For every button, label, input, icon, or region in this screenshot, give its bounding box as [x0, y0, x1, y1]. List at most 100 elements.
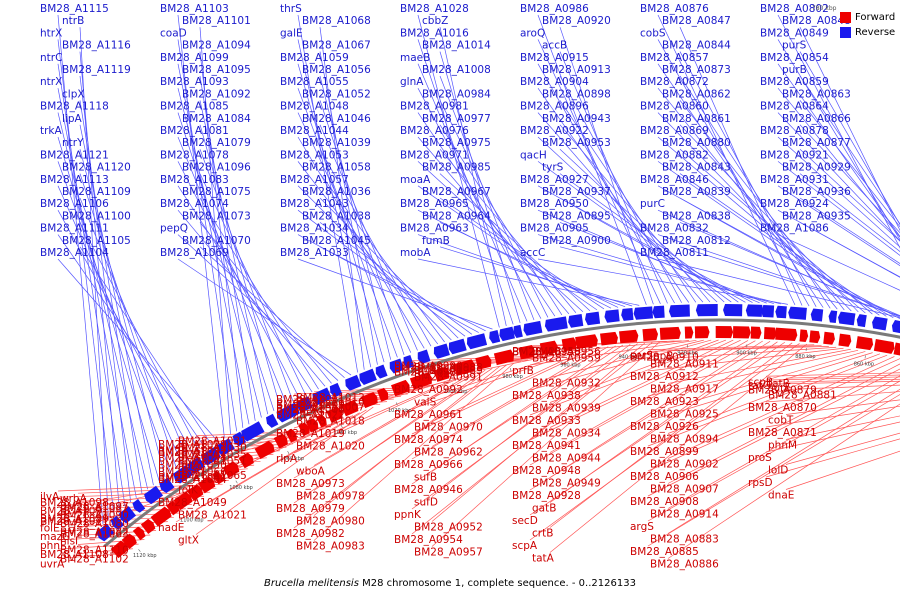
reverse-gene-arrow [891, 319, 900, 334]
figure-caption: Brucella melitensis M28 chromosome 1, co… [0, 578, 900, 589]
forward-leader-line [647, 354, 888, 447]
reverse-leader-line [57, 258, 219, 443]
scale-tick-label: 960 kbp [560, 362, 580, 368]
reverse-gene-label: BM28_A0832 [640, 223, 709, 235]
forward-gene-arrow [150, 506, 172, 527]
forward-gene-label: lppB [650, 351, 673, 363]
reverse-leader-line [297, 88, 398, 358]
forward-gene-label: BM28_A1012 [296, 392, 365, 404]
reverse-gene-label: BM28_A0860 [640, 101, 709, 113]
reverse-gene-arrow [389, 358, 405, 374]
reverse-leader-line [657, 63, 824, 308]
reverse-leader-line [199, 246, 345, 379]
reverse-gene-label: BM28_A0880 [662, 137, 731, 149]
reverse-gene-arrow [745, 304, 763, 317]
forward-gene-label: BM28_A0956 [532, 346, 601, 358]
forward-gene-arrow [763, 327, 777, 340]
forward-gene-label: BM28_A0881 [768, 390, 837, 402]
forward-leader-line [785, 374, 900, 379]
reverse-gene-label: BM28_A1109 [62, 186, 131, 198]
forward-gene-label: BM28_A0966 [394, 459, 463, 471]
reverse-gene-label: BM28_A1074 [160, 198, 229, 210]
forward-gene-label: folK [178, 485, 199, 497]
forward-gene-label: BM28_A1091 [40, 505, 109, 517]
reverse-gene-label: BM28_A1075 [182, 186, 251, 198]
forward-gene-label: BM28_A0925 [650, 409, 719, 421]
forward-gene-label: uvrA [40, 558, 65, 570]
reverse-gene-label: BM28_A0905 [520, 223, 589, 235]
reverse-gene-label: BM28_A0975 [422, 137, 491, 149]
forward-leader-line [411, 346, 609, 460]
reverse-leader-line [657, 39, 810, 307]
reverse-leader-line [57, 39, 115, 516]
reverse-leader-line [657, 112, 852, 312]
forward-leader-line [175, 409, 367, 523]
reverse-gene-label: BM28_A0811 [640, 247, 709, 259]
reverse-leader-line [177, 88, 262, 418]
reverse-leader-line [679, 197, 900, 320]
reverse-leader-line [559, 100, 697, 303]
forward-gene-label: hisI [60, 535, 78, 547]
reverse-gene-label: BM28_A0943 [542, 113, 611, 125]
reverse-leader-line [297, 161, 439, 345]
forward-gene-arrow [539, 340, 558, 356]
forward-gene-arrow [212, 471, 224, 485]
forward-leader-line [667, 345, 822, 351]
reverse-leader-line [79, 124, 154, 486]
forward-gene-arrow [186, 484, 204, 501]
reverse-gene-arrow [232, 431, 247, 447]
reverse-gene-label: purC [640, 198, 665, 210]
forward-gene-label: BM28_A0911 [650, 359, 719, 371]
reverse-leader-line [799, 75, 900, 225]
reverse-leader-line [777, 112, 900, 242]
reverse-gene-label: BM28_A1034 [280, 223, 349, 235]
forward-leader-line [765, 391, 900, 403]
scale-tick [287, 451, 290, 454]
reverse-gene-label: BM28_A0896 [520, 101, 589, 113]
forward-gene-label: BM28_A0914 [650, 509, 719, 521]
forward-leader-line [313, 377, 457, 441]
reverse-gene-label: BM28_A0963 [400, 223, 469, 235]
legend-reverse-label: Reverse [855, 26, 896, 38]
forward-gene-label: BM28_A0991 [414, 372, 483, 384]
forward-gene-arrow [493, 349, 515, 366]
reverse-gene-arrow [216, 438, 235, 456]
gene-labels: BM28_A1115ntrBhtrXBM28_A1116ntrCBM28_A11… [40, 3, 851, 571]
forward-leader-line [195, 406, 374, 535]
reverse-gene-arrow [359, 368, 377, 385]
forward-gene-arrow [518, 344, 535, 360]
reverse-gene-arrow [110, 515, 125, 530]
reverse-gene-label: BM28_A0873 [662, 64, 731, 76]
forward-gene-label: nadE [158, 522, 184, 534]
legend-scale-label: 780 kbp [812, 5, 837, 12]
scale-tick [235, 480, 238, 484]
reverse-gene-label: BM28_A1086 [760, 223, 829, 235]
reverse-gene-arrow [201, 446, 221, 466]
forward-leader-line [431, 351, 572, 397]
reverse-gene-arrow [466, 333, 488, 350]
forward-gene-arrow [298, 422, 310, 437]
reverse-gene-label: BM28_A0854 [760, 52, 829, 64]
forward-gene-label: wrbA [60, 493, 88, 505]
forward-gene-label: BM28_A0934 [532, 428, 601, 440]
reverse-leader-line [417, 185, 598, 311]
forward-leader-line [785, 384, 900, 390]
reverse-gene-label: BM28_A1101 [182, 15, 251, 27]
reverse-gene-label: BM28_A0922 [520, 125, 589, 137]
reverse-gene-label: BM28_A0915 [520, 52, 589, 64]
forward-gene-label: BM28_A0982 [276, 528, 345, 540]
reverse-gene-label: ntrX [40, 76, 62, 88]
reverse-leader-line [657, 136, 866, 314]
forward-gene-label: BM28_A1066 [158, 466, 227, 478]
reverse-gene-label: BM28_A0924 [760, 198, 829, 210]
reverse-leader-line [777, 234, 900, 291]
reverse-gene-label: fumB [422, 235, 450, 247]
reverse-gene-arrow [604, 309, 620, 323]
reverse-gene-label: BM28_A0921 [760, 149, 829, 161]
reverse-leader-line [537, 161, 732, 303]
reverse-gene-label: BM28_A1043 [280, 198, 349, 210]
forward-leader-line [195, 412, 360, 510]
forward-gene-label: BM28_A1110 [60, 545, 129, 557]
reverse-gene-arrow [856, 314, 867, 328]
forward-gene-label: sufD [414, 497, 438, 509]
